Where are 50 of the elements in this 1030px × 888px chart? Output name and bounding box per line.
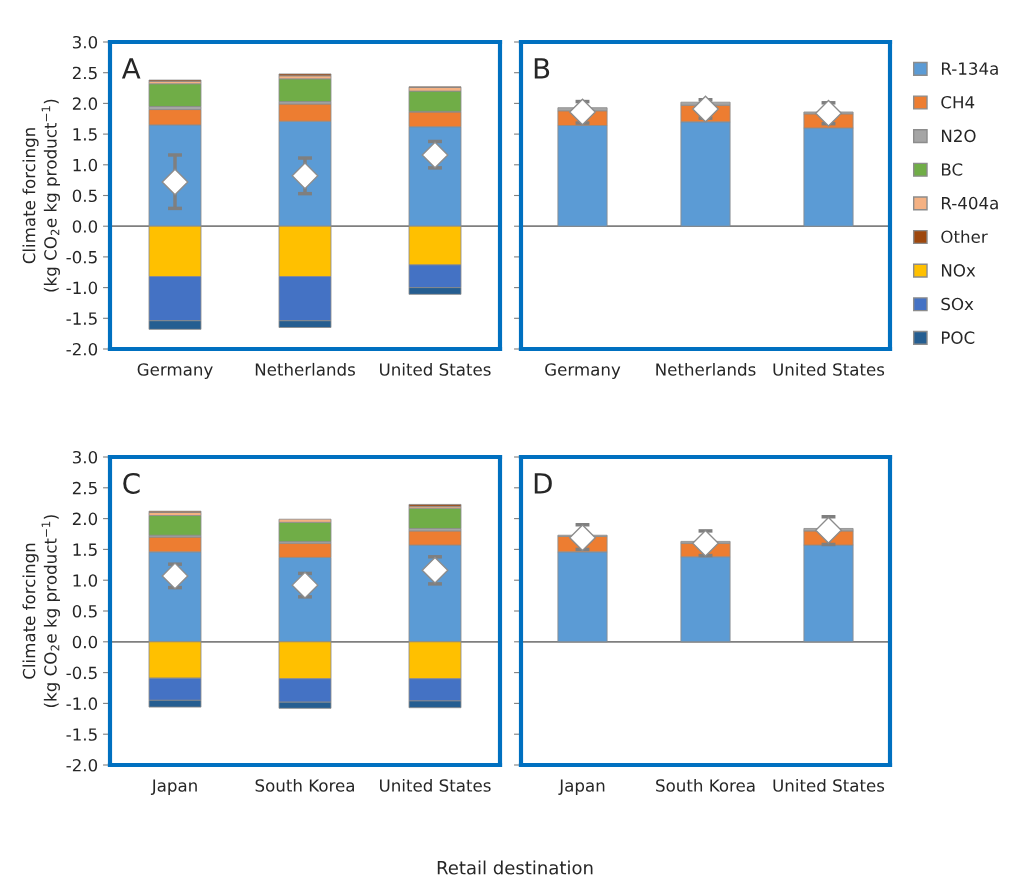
y-tick-label: 0.5 xyxy=(72,604,97,618)
y-tick-label: 2.5 xyxy=(72,66,97,80)
legend-label: R-404a xyxy=(941,196,998,210)
y-tick-label: 1.5 xyxy=(73,543,97,556)
y-tick-label: -2.0 xyxy=(66,342,98,356)
legend-label: NOx xyxy=(941,264,976,277)
x-tick-label: Germany xyxy=(137,363,213,380)
y-tick-label: -1.0 xyxy=(66,281,98,295)
x-tick-label: Germany xyxy=(545,363,621,380)
y-tick-label: -1.5 xyxy=(66,728,97,741)
y-tick-label: 0.0 xyxy=(72,635,98,649)
x-axis-title: Retail destination xyxy=(437,860,593,875)
legend-label: CH4 xyxy=(941,95,975,109)
y-tick-label: 2.5 xyxy=(72,481,97,495)
legend-label: Other xyxy=(941,230,988,244)
x-tick-label: Japan xyxy=(150,779,197,796)
x-tick-label: United States xyxy=(380,778,491,792)
legend-label: POC xyxy=(941,331,975,344)
x-tick-label: United States xyxy=(773,778,885,792)
legend-label: SOx xyxy=(941,297,974,311)
x-tick-label: South Korea xyxy=(656,778,755,792)
annotation: C xyxy=(123,472,140,494)
y-tick-label: 0.5 xyxy=(72,189,97,203)
legend-label: R-134a xyxy=(941,62,998,75)
y-axis-title: Climate forcingn (kg CO$_{2}$e kg product$^{−1}$) xyxy=(22,515,60,707)
legend-label: N2O xyxy=(941,129,976,143)
x-tick-label: South Korea xyxy=(255,778,354,792)
annotation: D xyxy=(534,473,552,494)
y-tick-label: -1.0 xyxy=(66,697,98,710)
y-tick-label: 1.5 xyxy=(73,128,97,141)
y-tick-label: -0.5 xyxy=(66,666,97,680)
y-tick-label: 0.0 xyxy=(72,220,98,233)
y-tick-label: 1.0 xyxy=(73,158,98,172)
y-tick-label: 1.0 xyxy=(73,574,98,587)
y-tick-label: 3.0 xyxy=(72,35,98,49)
y-tick-label: -0.5 xyxy=(66,250,97,264)
y-axis-title: Climate forcingn (kg CO$_{2}$e kg product$^{−1}$) xyxy=(22,99,60,292)
y-tick-label: -1.5 xyxy=(66,312,97,325)
y-tick-label: -2.0 xyxy=(66,758,98,772)
legend-label: BC xyxy=(941,163,963,176)
y-tick-label: 2.0 xyxy=(72,97,98,110)
x-tick-label: Netherlands xyxy=(255,362,355,376)
x-tick-label: Netherlands xyxy=(656,362,756,376)
y-tick-label: 3.0 xyxy=(72,450,98,464)
x-tick-label: United States xyxy=(380,362,491,376)
x-tick-label: Japan xyxy=(558,779,605,796)
annotation: A xyxy=(121,58,141,79)
y-tick-label: 2.0 xyxy=(72,512,98,526)
x-tick-label: United States xyxy=(773,362,885,376)
annotation: B xyxy=(534,58,550,79)
